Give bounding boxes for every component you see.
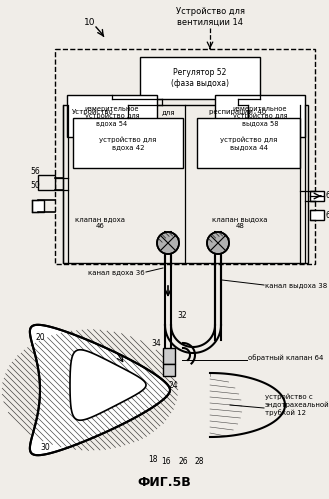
Text: 16: 16 — [161, 458, 171, 467]
Text: измерительное
устройство для
выдоха 58: измерительное устройство для выдоха 58 — [233, 106, 287, 126]
Text: 10: 10 — [84, 17, 96, 26]
Bar — [67, 95, 157, 137]
Text: клапан выдоха
48: клапан выдоха 48 — [212, 217, 268, 230]
Bar — [215, 95, 305, 137]
Text: для: для — [161, 109, 175, 115]
Text: измерительное
устройство для
вдоха 54: измерительное устройство для вдоха 54 — [85, 106, 139, 126]
Text: устройство для
вдоха 42: устройство для вдоха 42 — [99, 136, 157, 150]
Text: 56: 56 — [30, 168, 40, 177]
Text: клапан вдоха
46: клапан вдоха 46 — [75, 217, 125, 230]
Bar — [140, 57, 260, 99]
Bar — [55, 49, 315, 264]
Bar — [32, 200, 44, 212]
Text: Регулятор 52
(фаза выдоха): Регулятор 52 (фаза выдоха) — [171, 68, 229, 88]
Text: ФИГ.5В: ФИГ.5В — [137, 477, 191, 490]
Text: Устройство для
вентиляции 14: Устройство для вентиляции 14 — [175, 7, 244, 27]
Text: 26: 26 — [178, 458, 188, 467]
Circle shape — [207, 232, 229, 254]
Text: 62: 62 — [325, 211, 329, 220]
Text: 32: 32 — [177, 310, 187, 319]
Text: канал выдоха 38: канал выдоха 38 — [265, 282, 327, 288]
Text: канал вдоха 36: канал вдоха 36 — [88, 269, 145, 275]
Polygon shape — [70, 350, 146, 420]
Text: респирации  40: респирации 40 — [209, 109, 266, 115]
Text: Устройство: Устройство — [72, 109, 114, 115]
Bar — [197, 118, 300, 168]
Text: 34: 34 — [151, 339, 161, 348]
Circle shape — [157, 232, 179, 254]
Text: 50: 50 — [30, 181, 40, 190]
Bar — [38, 175, 55, 190]
Text: 30: 30 — [40, 443, 50, 452]
Text: 28: 28 — [194, 458, 204, 467]
Bar — [73, 118, 183, 168]
Bar — [310, 210, 324, 220]
PathPatch shape — [30, 325, 170, 455]
Text: устройство для
выдоха 44: устройство для выдоха 44 — [220, 136, 277, 150]
Text: обратный клапан 64: обратный клапан 64 — [248, 355, 323, 361]
Bar — [310, 191, 324, 201]
Text: 24: 24 — [168, 381, 178, 390]
Bar — [63, 105, 308, 263]
Text: 20: 20 — [35, 333, 45, 342]
Bar — [163, 364, 175, 376]
Text: 60: 60 — [325, 191, 329, 200]
Bar — [163, 348, 175, 364]
Text: устройство с
эндотрахеальной
трубкой 12: устройство с эндотрахеальной трубкой 12 — [265, 394, 329, 416]
Text: 18: 18 — [148, 456, 158, 465]
